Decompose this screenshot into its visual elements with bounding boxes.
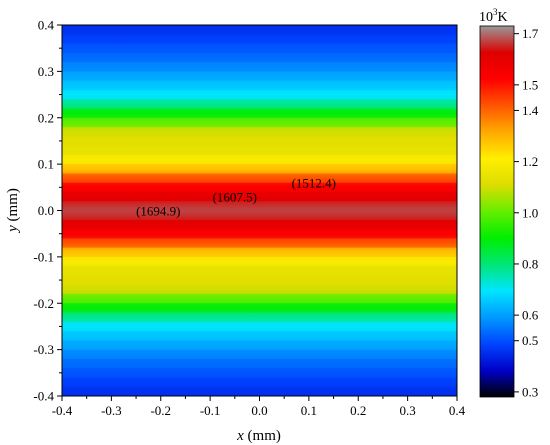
contour-band <box>62 99 457 109</box>
contour-band <box>62 127 457 137</box>
colorbar-unit-base: 10 <box>479 10 493 25</box>
contour-band <box>62 71 457 81</box>
y-tick-label: 0.3 <box>38 64 54 79</box>
contour-band <box>62 349 457 360</box>
x-tick-label: 0.0 <box>251 403 267 418</box>
x-axis-label-unit: (mm) <box>244 428 281 444</box>
x-tick-label: 0.1 <box>301 403 317 418</box>
contour-band <box>62 145 457 156</box>
x-axis-label: x (mm) <box>236 428 281 444</box>
x-tick-label: -0.3 <box>101 403 122 418</box>
colorbar <box>479 25 515 398</box>
colorbar-tick-label: 0.8 <box>522 256 538 271</box>
colorbar-tick-label: 1.2 <box>522 154 538 169</box>
contour-band <box>62 191 457 202</box>
x-tick-label: 0.3 <box>400 403 416 418</box>
colorbar-tick-label: 0.5 <box>522 333 538 348</box>
contour-band <box>62 62 457 72</box>
colorbar-tick-label: 1.7 <box>522 26 539 41</box>
contour-band <box>62 108 457 119</box>
colorbar-unit: 103K <box>479 7 508 25</box>
annotations: (1694.9) (1607.5) (1512.4) <box>136 176 336 219</box>
contour-band <box>62 182 457 193</box>
contour-band <box>62 164 457 174</box>
value-annotation: (1694.9) <box>136 204 180 219</box>
y-tick-label: 0.1 <box>38 157 54 172</box>
colorbar-tick-label: 0.3 <box>522 384 538 399</box>
y-axis-label-unit: (mm) <box>5 188 21 225</box>
contour-band <box>62 284 457 295</box>
x-axis-label-var: x <box>236 428 244 444</box>
x-tick-label: 0.2 <box>350 403 366 418</box>
contour-band <box>62 201 457 211</box>
contour-band <box>62 266 457 276</box>
x-tick-label: 0.4 <box>449 403 466 418</box>
y-axis-label: y (mm) <box>5 188 21 234</box>
contour-band <box>62 43 457 54</box>
y-tick-label: -0.2 <box>33 296 54 311</box>
contour-band <box>62 303 457 313</box>
y-axis-label-var: y <box>5 225 21 234</box>
contour-band <box>62 275 457 285</box>
contour-band <box>62 256 457 267</box>
contour-band <box>62 173 457 183</box>
y-tick-label: 0.4 <box>38 18 55 33</box>
contour-band <box>62 210 457 221</box>
contour-band <box>62 52 457 63</box>
contour-band <box>62 117 457 128</box>
contour-band <box>62 34 457 44</box>
contour-band <box>62 89 457 100</box>
contour-band <box>62 154 457 165</box>
contour-band <box>62 368 457 378</box>
x-tick-label: -0.4 <box>52 403 73 418</box>
y-axis: -0.4 -0.3 -0.2 -0.1 0.0 0.1 0.2 0.3 0.4 <box>33 18 62 404</box>
contour-band <box>62 247 457 258</box>
contour-band <box>62 25 457 35</box>
contour-band <box>62 386 457 397</box>
y-tick-label: 0.2 <box>38 110 54 125</box>
colorbar-tick-label: 1.5 <box>522 77 538 92</box>
y-tick-label: 0.0 <box>38 203 54 218</box>
x-axis: -0.4 -0.3 -0.2 -0.1 0.0 0.1 0.2 0.3 0.4 <box>52 396 466 418</box>
contour-bands <box>62 25 457 397</box>
value-annotation: (1512.4) <box>292 176 336 191</box>
contour-band <box>62 321 457 332</box>
colorbar-tick-label: 1.0 <box>522 205 538 220</box>
x-tick-label: -0.2 <box>150 403 171 418</box>
contour-band <box>62 331 457 341</box>
colorbar-ticks: 0.3 0.5 0.6 0.8 1.0 1.2 1.4 1.5 1.7 <box>514 26 539 399</box>
contour-band <box>62 340 457 350</box>
contour-band <box>62 238 457 248</box>
colorbar-tick-label: 0.6 <box>522 308 539 323</box>
contour-band <box>62 136 457 146</box>
contour-band <box>62 377 457 388</box>
colorbar-unit-exp: 3 <box>493 7 498 17</box>
contour-band <box>62 219 457 230</box>
contour-band <box>62 229 457 239</box>
y-tick-label: -0.4 <box>33 389 54 404</box>
y-tick-label: -0.3 <box>33 342 54 357</box>
x-tick-label: -0.1 <box>200 403 221 418</box>
contour-band <box>62 312 457 323</box>
contour-band <box>62 293 457 304</box>
colorbar-unit-suffix: K <box>498 10 508 25</box>
contour-band <box>62 358 457 369</box>
colorbar-tick-label: 1.4 <box>522 103 539 118</box>
value-annotation: (1607.5) <box>213 190 257 205</box>
y-tick-label: -0.1 <box>33 249 54 264</box>
contour-band <box>62 80 457 91</box>
